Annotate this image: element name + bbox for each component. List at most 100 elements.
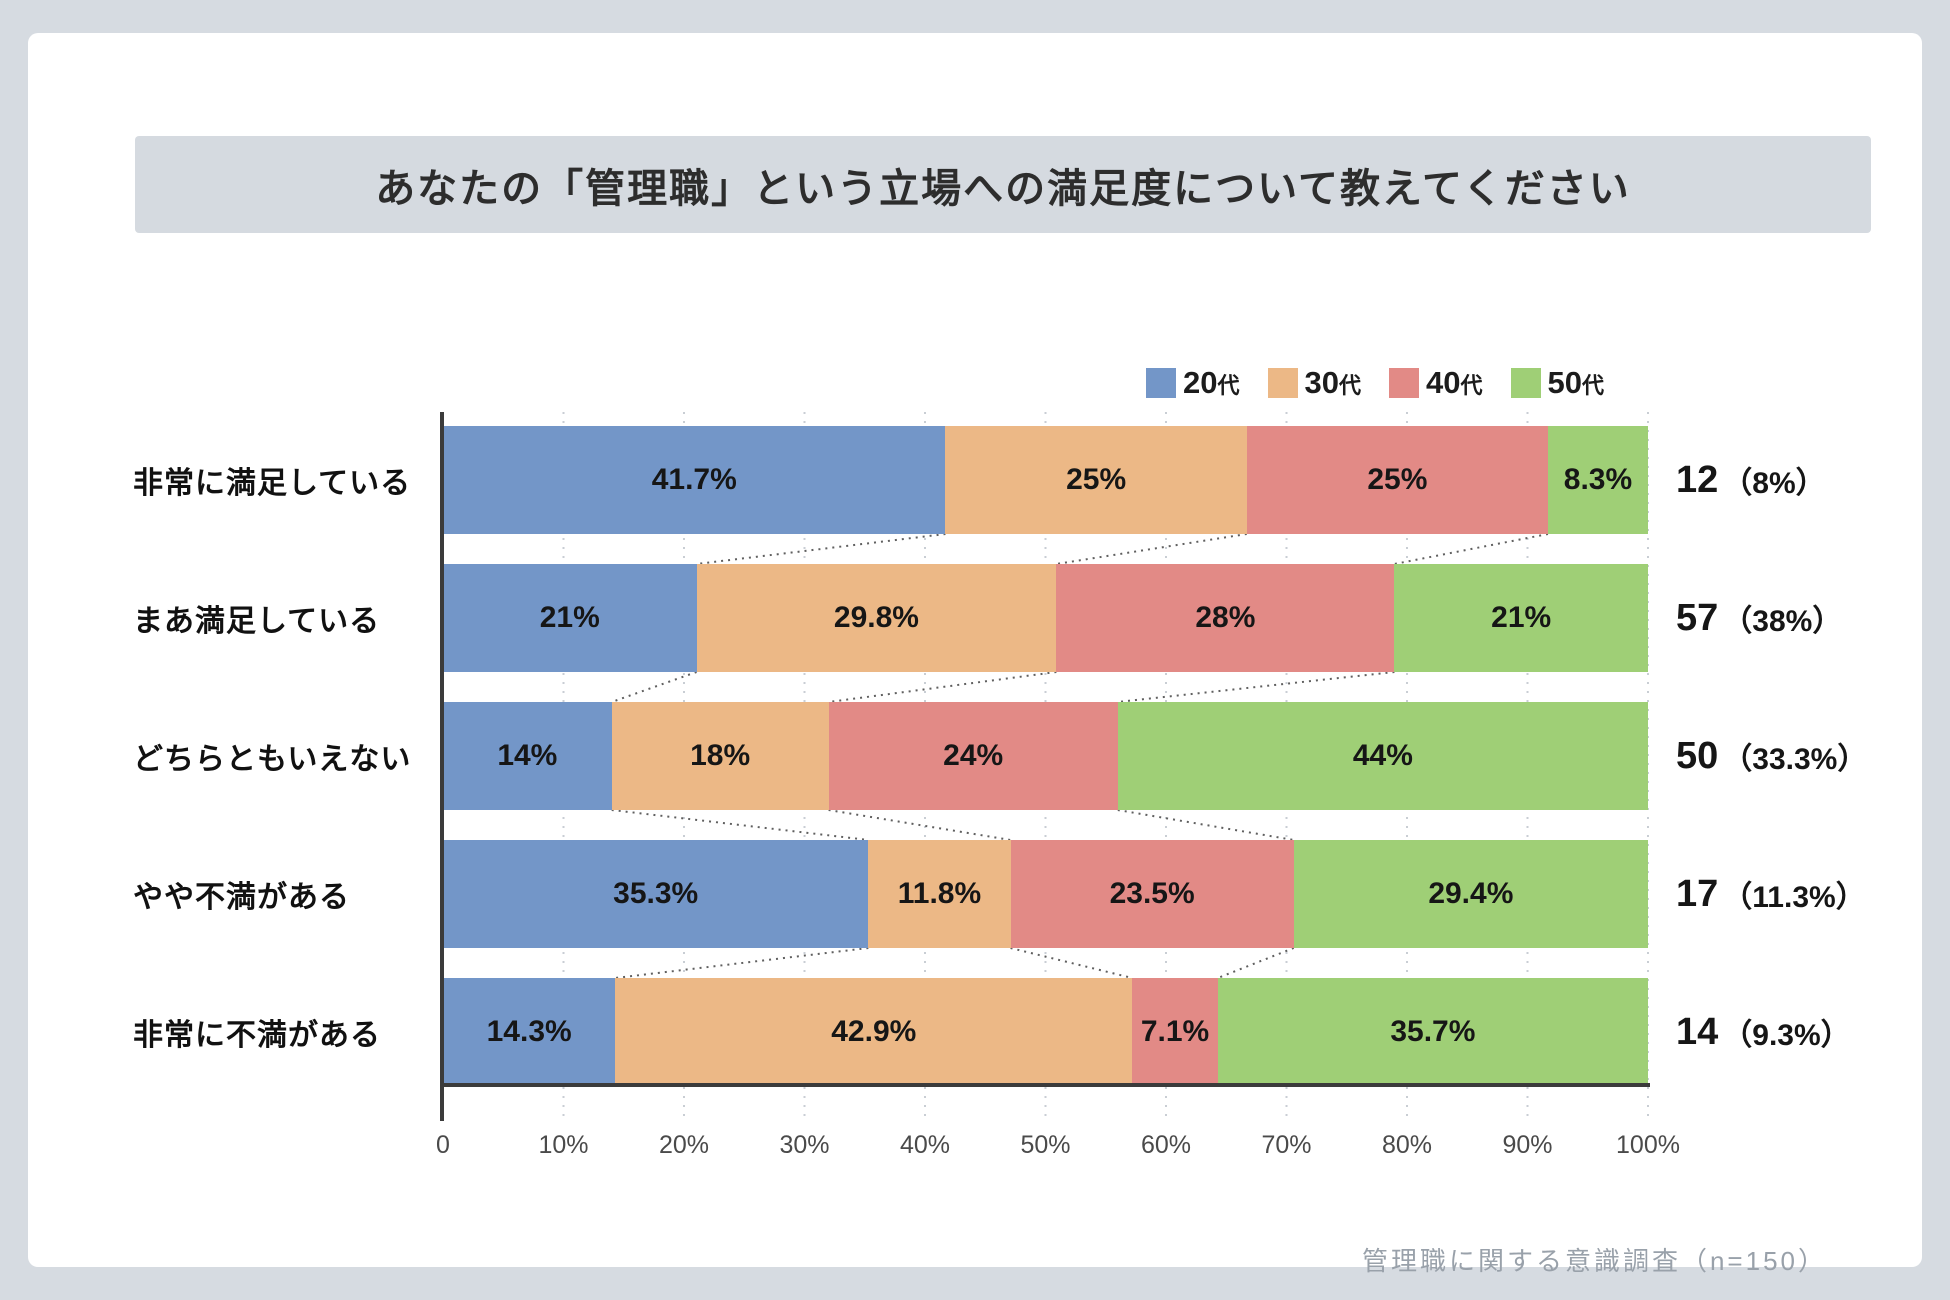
x-axis-baseline: [440, 1083, 1650, 1087]
segment-connector-line: [611, 671, 697, 703]
bar-segment-20代: 21%: [443, 564, 697, 672]
legend-label: 40代: [1426, 365, 1483, 400]
row-total-percent: （8%）: [1722, 467, 1826, 500]
x-axis-tick-label: 40%: [899, 1131, 951, 1159]
segment-connector-line: [1394, 533, 1549, 565]
segment-value-label: 18%: [690, 739, 751, 772]
bar-segment-40代: 23.5%: [1010, 840, 1294, 948]
category-label: やや不満がある: [133, 881, 350, 914]
segment-connector-line: [611, 809, 869, 841]
bar-segment-30代: 18%: [611, 702, 829, 810]
segment-value-label: 24%: [943, 739, 1004, 772]
segment-value-label: 25%: [1367, 463, 1428, 496]
row-total-count: 57: [1676, 596, 1719, 639]
row-total-count: 17: [1676, 872, 1719, 915]
legend-swatch-icon: [1267, 367, 1298, 398]
segment-value-label: 44%: [1352, 739, 1413, 772]
row-total-count: 12: [1676, 458, 1719, 501]
segment-value-label: 29.4%: [1428, 877, 1514, 910]
legend-swatch-icon: [1146, 367, 1176, 398]
segment-connector-line: [1117, 809, 1294, 841]
legend-label: 30代: [1304, 365, 1362, 400]
segment-value-label: 35.7%: [1390, 1015, 1476, 1048]
bar-segment-50代: 8.3%: [1547, 426, 1648, 534]
bar-segment-20代: 14%: [443, 702, 612, 810]
segment-connector-line: [1217, 947, 1295, 979]
segment-value-label: 35.3%: [613, 877, 699, 910]
segment-value-label: 42.9%: [831, 1015, 917, 1048]
x-axis-tick-label: 50%: [1020, 1131, 1071, 1159]
x-axis-tick-label: 0: [436, 1131, 450, 1159]
bar-segment-20代: 35.3%: [443, 840, 869, 948]
bar-segment-50代: 35.7%: [1217, 978, 1648, 1086]
bar-segment-40代: 28%: [1056, 564, 1395, 672]
stacked-bar-row: 14% 18% 24% 44%: [443, 702, 1648, 810]
bar-segment-30代: 25%: [945, 426, 1247, 534]
legend-swatch-icon: [1510, 367, 1541, 398]
legend: 20代 30代 40代 50代: [1146, 367, 1604, 398]
legend-label: 50代: [1547, 365, 1605, 400]
bar-segment-40代: 25%: [1246, 426, 1548, 534]
row-total-label: 50 （33.3%）: [1676, 702, 1950, 810]
segment-value-label: 21%: [539, 601, 600, 634]
row-total-percent: （33.3%）: [1722, 743, 1868, 776]
row-total-percent: （9.3%）: [1722, 1019, 1851, 1052]
segment-value-label: 28%: [1195, 601, 1256, 634]
source-note: 管理職に関する意識調査（n=150）: [1361, 1246, 1827, 1276]
bar-segment-40代: 7.1%: [1132, 978, 1218, 1086]
segment-connector-line: [1010, 947, 1133, 979]
x-axis-tick-label: 90%: [1502, 1131, 1553, 1159]
segment-value-label: 29.8%: [833, 601, 919, 634]
legend-item-30代: 30代: [1267, 365, 1362, 400]
segment-connector-line: [1056, 533, 1247, 565]
segment-value-label: 11.8%: [897, 877, 982, 910]
x-axis-tick-label: 70%: [1261, 1131, 1312, 1159]
bar-segment-20代: 14.3%: [443, 978, 616, 1086]
x-axis-tick-label: 30%: [779, 1131, 830, 1159]
stacked-bar-row: 14.3% 42.9% 7.1% 35.7%: [443, 978, 1648, 1086]
segment-value-label: 14.3%: [486, 1015, 572, 1048]
bar-segment-30代: 29.8%: [696, 564, 1057, 672]
segment-value-label: 7.1%: [1140, 1015, 1210, 1048]
segment-connector-line: [1117, 671, 1395, 703]
segment-value-label: 25%: [1066, 463, 1127, 496]
legend-swatch-icon: [1389, 367, 1419, 398]
x-axis-tick-label: 10%: [538, 1131, 589, 1159]
legend-item-40代: 40代: [1389, 367, 1483, 398]
chart-card: あなたの「管理職」という立場への満足度について教えてください 非常に満足している…: [28, 33, 1922, 1276]
stacked-bar-row: 35.3% 11.8% 23.5% 29.4%: [443, 840, 1648, 948]
row-total-label: 17 （11.3%）: [1676, 840, 1950, 948]
row-total-percent: （38%）: [1722, 605, 1843, 638]
segment-connector-line: [696, 533, 946, 565]
x-axis-tick-label: 20%: [658, 1131, 710, 1159]
segment-value-label: 23.5%: [1109, 877, 1195, 910]
bar-segment-40代: 24%: [828, 702, 1118, 810]
segment-connector-line: [828, 809, 1011, 841]
legend-label: 20代: [1183, 365, 1240, 400]
segment-connector-line: [615, 947, 869, 979]
legend-item-50代: 50代: [1510, 365, 1605, 400]
segment-value-label: 14%: [497, 739, 558, 772]
chart-title: あなたの「管理職」という立場への満足度について教えてください: [375, 166, 1631, 211]
segment-connector-line: [828, 671, 1057, 703]
row-total-count: 50: [1676, 734, 1719, 777]
x-axis-tick-label: 80%: [1381, 1131, 1433, 1159]
stacked-bar-row: 41.7% 25% 25% 8.3%: [443, 426, 1648, 534]
row-total-percent: （11.3%）: [1722, 881, 1866, 914]
y-axis-line: [440, 412, 444, 1121]
row-total-label: 14 （9.3%）: [1676, 978, 1950, 1086]
category-label: どちらともいえない: [133, 743, 412, 776]
segment-value-label: 8.3%: [1563, 463, 1633, 496]
bar-segment-50代: 21%: [1394, 564, 1648, 672]
bar-segment-20代: 41.7%: [443, 426, 946, 534]
bar-segment-50代: 29.4%: [1293, 840, 1648, 948]
bar-segment-50代: 44%: [1117, 702, 1648, 810]
bar-segment-30代: 11.8%: [868, 840, 1011, 948]
row-total-count: 14: [1676, 1010, 1719, 1053]
category-label: 非常に不満がある: [133, 1019, 381, 1052]
segment-value-label: 21%: [1491, 601, 1552, 634]
row-total-label: 12 （8%）: [1676, 426, 1950, 534]
x-axis-tick-label: 60%: [1140, 1131, 1192, 1159]
category-label: 非常に満足している: [133, 467, 412, 500]
